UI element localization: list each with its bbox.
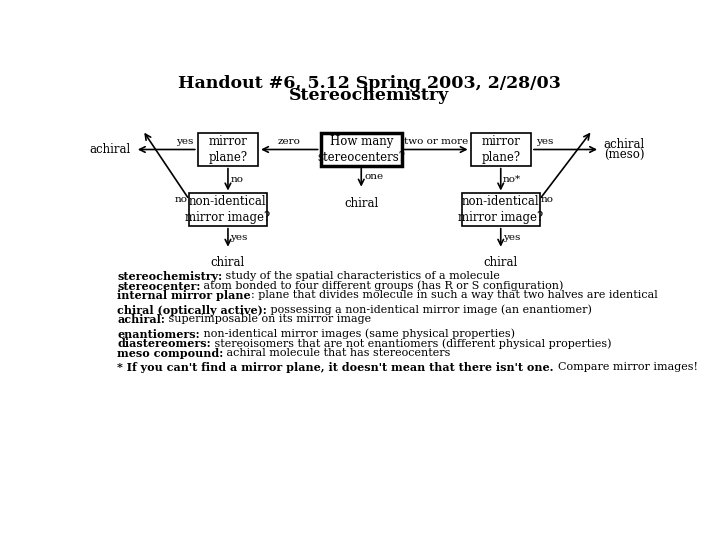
Text: meso compound:: meso compound: [117, 348, 223, 359]
Text: yes: yes [503, 233, 521, 242]
Text: chiral: chiral [484, 256, 518, 269]
Text: no*: no* [503, 175, 521, 184]
Bar [471, 133, 531, 166]
Text: Stereochemistry: Stereochemistry [289, 87, 449, 104]
Text: superimposable on its mirror image: superimposable on its mirror image [165, 314, 371, 325]
Text: diastereomers:: diastereomers: [117, 338, 211, 349]
Text: two or more: two or more [404, 137, 468, 146]
Text: chiral: chiral [211, 256, 245, 269]
Text: yes: yes [176, 137, 193, 146]
Text: chiral: chiral [344, 197, 379, 210]
Text: yes: yes [230, 233, 248, 242]
Text: zero: zero [278, 137, 301, 146]
Bar [189, 193, 266, 226]
Text: yes: yes [536, 137, 553, 146]
Text: achiral: achiral [89, 143, 130, 156]
Text: chiral (optically active):: chiral (optically active): [117, 305, 267, 316]
Text: internal mirror plane: internal mirror plane [117, 291, 251, 301]
Bar [462, 193, 539, 226]
Text: study of the spatial characteristics of a molecule: study of the spatial characteristics of … [222, 271, 500, 281]
Text: mirror
plane?: mirror plane? [481, 135, 521, 164]
Text: How many
stereocenters?: How many stereocenters? [318, 135, 405, 164]
Text: non-identical
mirror image?: non-identical mirror image? [458, 195, 544, 224]
Text: atom bonded to four different groups (has R or S configuration): atom bonded to four different groups (ha… [200, 281, 564, 292]
Bar [198, 133, 258, 166]
Text: non-identical mirror images (same physical properties): non-identical mirror images (same physic… [199, 328, 515, 339]
Text: (meso): (meso) [604, 149, 644, 162]
Text: no: no [230, 175, 243, 184]
Text: mirror
plane?: mirror plane? [208, 135, 248, 164]
Text: achiral: achiral [604, 138, 645, 151]
Text: achiral:: achiral: [117, 314, 165, 325]
Text: Handout #6, 5.12 Spring 2003, 2/28/03: Handout #6, 5.12 Spring 2003, 2/28/03 [178, 75, 560, 92]
Text: no: no [175, 195, 188, 204]
Bar [320, 133, 402, 166]
Text: no: no [541, 195, 554, 204]
Text: non-identical
mirror image?: non-identical mirror image? [185, 195, 271, 224]
Text: achiral molecule that has stereocenters: achiral molecule that has stereocenters [223, 348, 451, 358]
Text: stereoisomers that are not enantiomers (different physical properties): stereoisomers that are not enantiomers (… [211, 338, 611, 349]
Text: stereochemistry:: stereochemistry: [117, 271, 222, 282]
Text: Compare mirror images!: Compare mirror images! [557, 362, 698, 372]
Text: stereocenter:: stereocenter: [117, 281, 200, 292]
Text: * If you can't find a mirror plane, it doesn't mean that there isn't one.: * If you can't find a mirror plane, it d… [117, 362, 557, 373]
Text: : plane that divides molecule in such a way that two halves are identical: : plane that divides molecule in such a … [251, 291, 657, 300]
Text: enantiomers:: enantiomers: [117, 328, 199, 340]
Text: one: one [364, 172, 384, 181]
Text: possessing a non-identical mirror image (an enantiomer): possessing a non-identical mirror image … [267, 305, 592, 315]
